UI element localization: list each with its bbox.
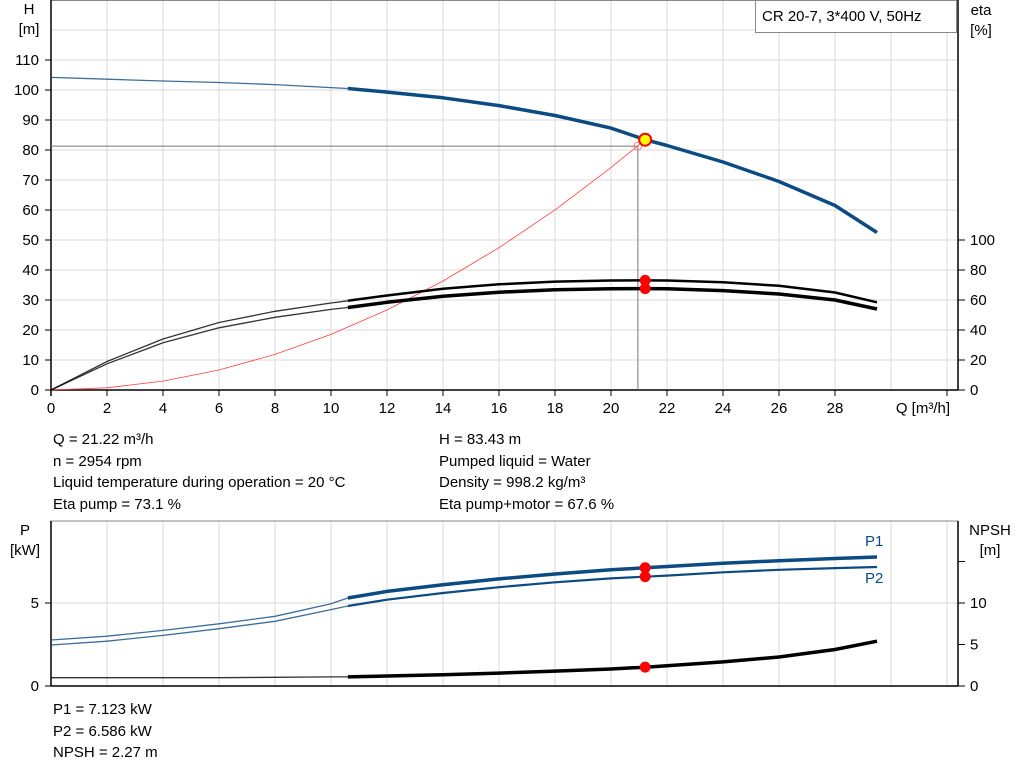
npsh-tick-label: 0: [970, 678, 978, 695]
eta-tick-label: 60: [970, 292, 987, 309]
info-p2: P2 = 6.586 kW: [53, 722, 152, 740]
h-tick-label: 10: [22, 352, 39, 369]
head-curve-thin: [50, 76, 348, 90]
q-tick-label: 8: [271, 400, 279, 417]
eta-tick-label: 100: [970, 232, 995, 249]
q-tick-label: 18: [547, 400, 564, 417]
q-tick-label: 20: [603, 400, 620, 417]
p1-curve: [347, 555, 878, 600]
p2-label: P2: [865, 570, 883, 587]
q-tick-label: 26: [771, 400, 788, 417]
h-axis-unit: [m]: [19, 21, 40, 38]
npsh-tick-label: 5: [970, 637, 978, 654]
npsh-tick-label: 10: [970, 595, 987, 612]
crosshair-marker: [633, 141, 643, 151]
info-eta-pump: Eta pump = 73.1 %: [53, 495, 181, 513]
h-axis-label: H: [24, 1, 35, 18]
h-tick-label: 70: [22, 172, 39, 189]
h-tick-label: 100: [14, 82, 39, 99]
eta-tick-label: 0: [970, 382, 978, 399]
info-flow: Q = 21.22 m³/h: [53, 431, 154, 448]
info-pumped-liquid: Pumped liquid = Water: [439, 452, 591, 470]
h-tick-label: 80: [22, 142, 39, 159]
eta-pump-motor-marker: [639, 283, 651, 295]
q-tick-label: 12: [379, 400, 396, 417]
npsh-curve-thin: [51, 676, 348, 679]
p2-marker: [639, 571, 651, 583]
npsh-curve: [347, 639, 878, 679]
eta-pump-motor-curve: [347, 286, 878, 311]
q-tick-label: 6: [215, 400, 223, 417]
h-tick-label: 20: [22, 322, 39, 339]
npsh-axis-unit: [m]: [980, 542, 1001, 559]
eta-pump-curve-thin: [50, 300, 348, 391]
p-axis-unit: [kW]: [10, 542, 40, 559]
h-tick-label: 60: [22, 202, 39, 219]
q-tick-label: 0: [47, 400, 55, 417]
eta-axis-unit: [%]: [970, 22, 992, 39]
npsh-axis-label: NPSH: [969, 522, 1011, 539]
info-bottom: P1 = 7.123 kW P2 = 6.586 kW NPSH = 2.27 …: [53, 699, 158, 764]
eta-tick-label: 40: [970, 322, 987, 339]
q-tick-label: 10: [323, 400, 340, 417]
q-tick-label: 14: [435, 400, 452, 417]
p-tick-label: 5: [31, 595, 39, 612]
info-eta-pump-motor: Eta pump+motor = 67.6 %: [439, 495, 615, 513]
h-tick-label: 0: [31, 382, 39, 399]
info-density: Density = 998.2 kg/m³: [439, 474, 586, 491]
eta-pump-curve: [347, 279, 878, 304]
q-axis-label: Q [m³/h]: [896, 400, 950, 417]
head-curve: [347, 86, 878, 234]
q-tick-label: 16: [491, 400, 508, 417]
q-tick-label: 4: [159, 400, 167, 417]
h-tick-label: 40: [22, 262, 39, 279]
eta-axis-label: eta: [971, 2, 993, 19]
p2-curve-thin: [50, 605, 348, 646]
p1-curve-thin: [50, 597, 349, 641]
info-speed: n = 2954 rpm: [53, 452, 142, 470]
system-curve: [50, 139, 646, 391]
eta-pump-marker: [639, 274, 651, 286]
q-tick-label: 24: [715, 400, 732, 417]
npsh-marker: [639, 661, 651, 673]
info-npsh: NPSH = 2.27 m: [53, 744, 158, 761]
p-tick-label: 0: [31, 678, 39, 695]
h-tick-label: 30: [22, 292, 39, 309]
duty-point-marker: [638, 132, 653, 147]
q-tick-label: 22: [659, 400, 676, 417]
info-liquid-temperature: Liquid temperature during operation = 20…: [53, 474, 346, 491]
eta-tick-label: 80: [970, 262, 987, 279]
p1-marker: [639, 562, 651, 574]
p2-curve: [347, 565, 878, 608]
info-top-left: Q = 21.22 m³/h n = 2954 rpm Liquid tempe…: [53, 429, 345, 515]
q-tick-label: 2: [103, 400, 111, 417]
h-tick-label: 110: [15, 52, 39, 69]
h-tick-label: 90: [22, 112, 39, 129]
info-head: H = 83.43 m: [439, 431, 522, 448]
p1-label: P1: [865, 533, 883, 550]
eta-pump-motor-curve-thin: [50, 306, 348, 391]
info-p1: P1 = 7.123 kW: [53, 701, 152, 718]
p-axis-label: P: [20, 522, 30, 539]
eta-tick-label: 20: [970, 352, 987, 369]
info-top-right: H = 83.43 m Pumped liquid = Water Densit…: [439, 429, 614, 515]
q-tick-label: 28: [827, 400, 844, 417]
h-tick-label: 50: [22, 232, 39, 249]
legend-box: [755, 0, 957, 33]
chart-title: CR 20-7, 3*400 V, 50Hz: [762, 8, 922, 25]
